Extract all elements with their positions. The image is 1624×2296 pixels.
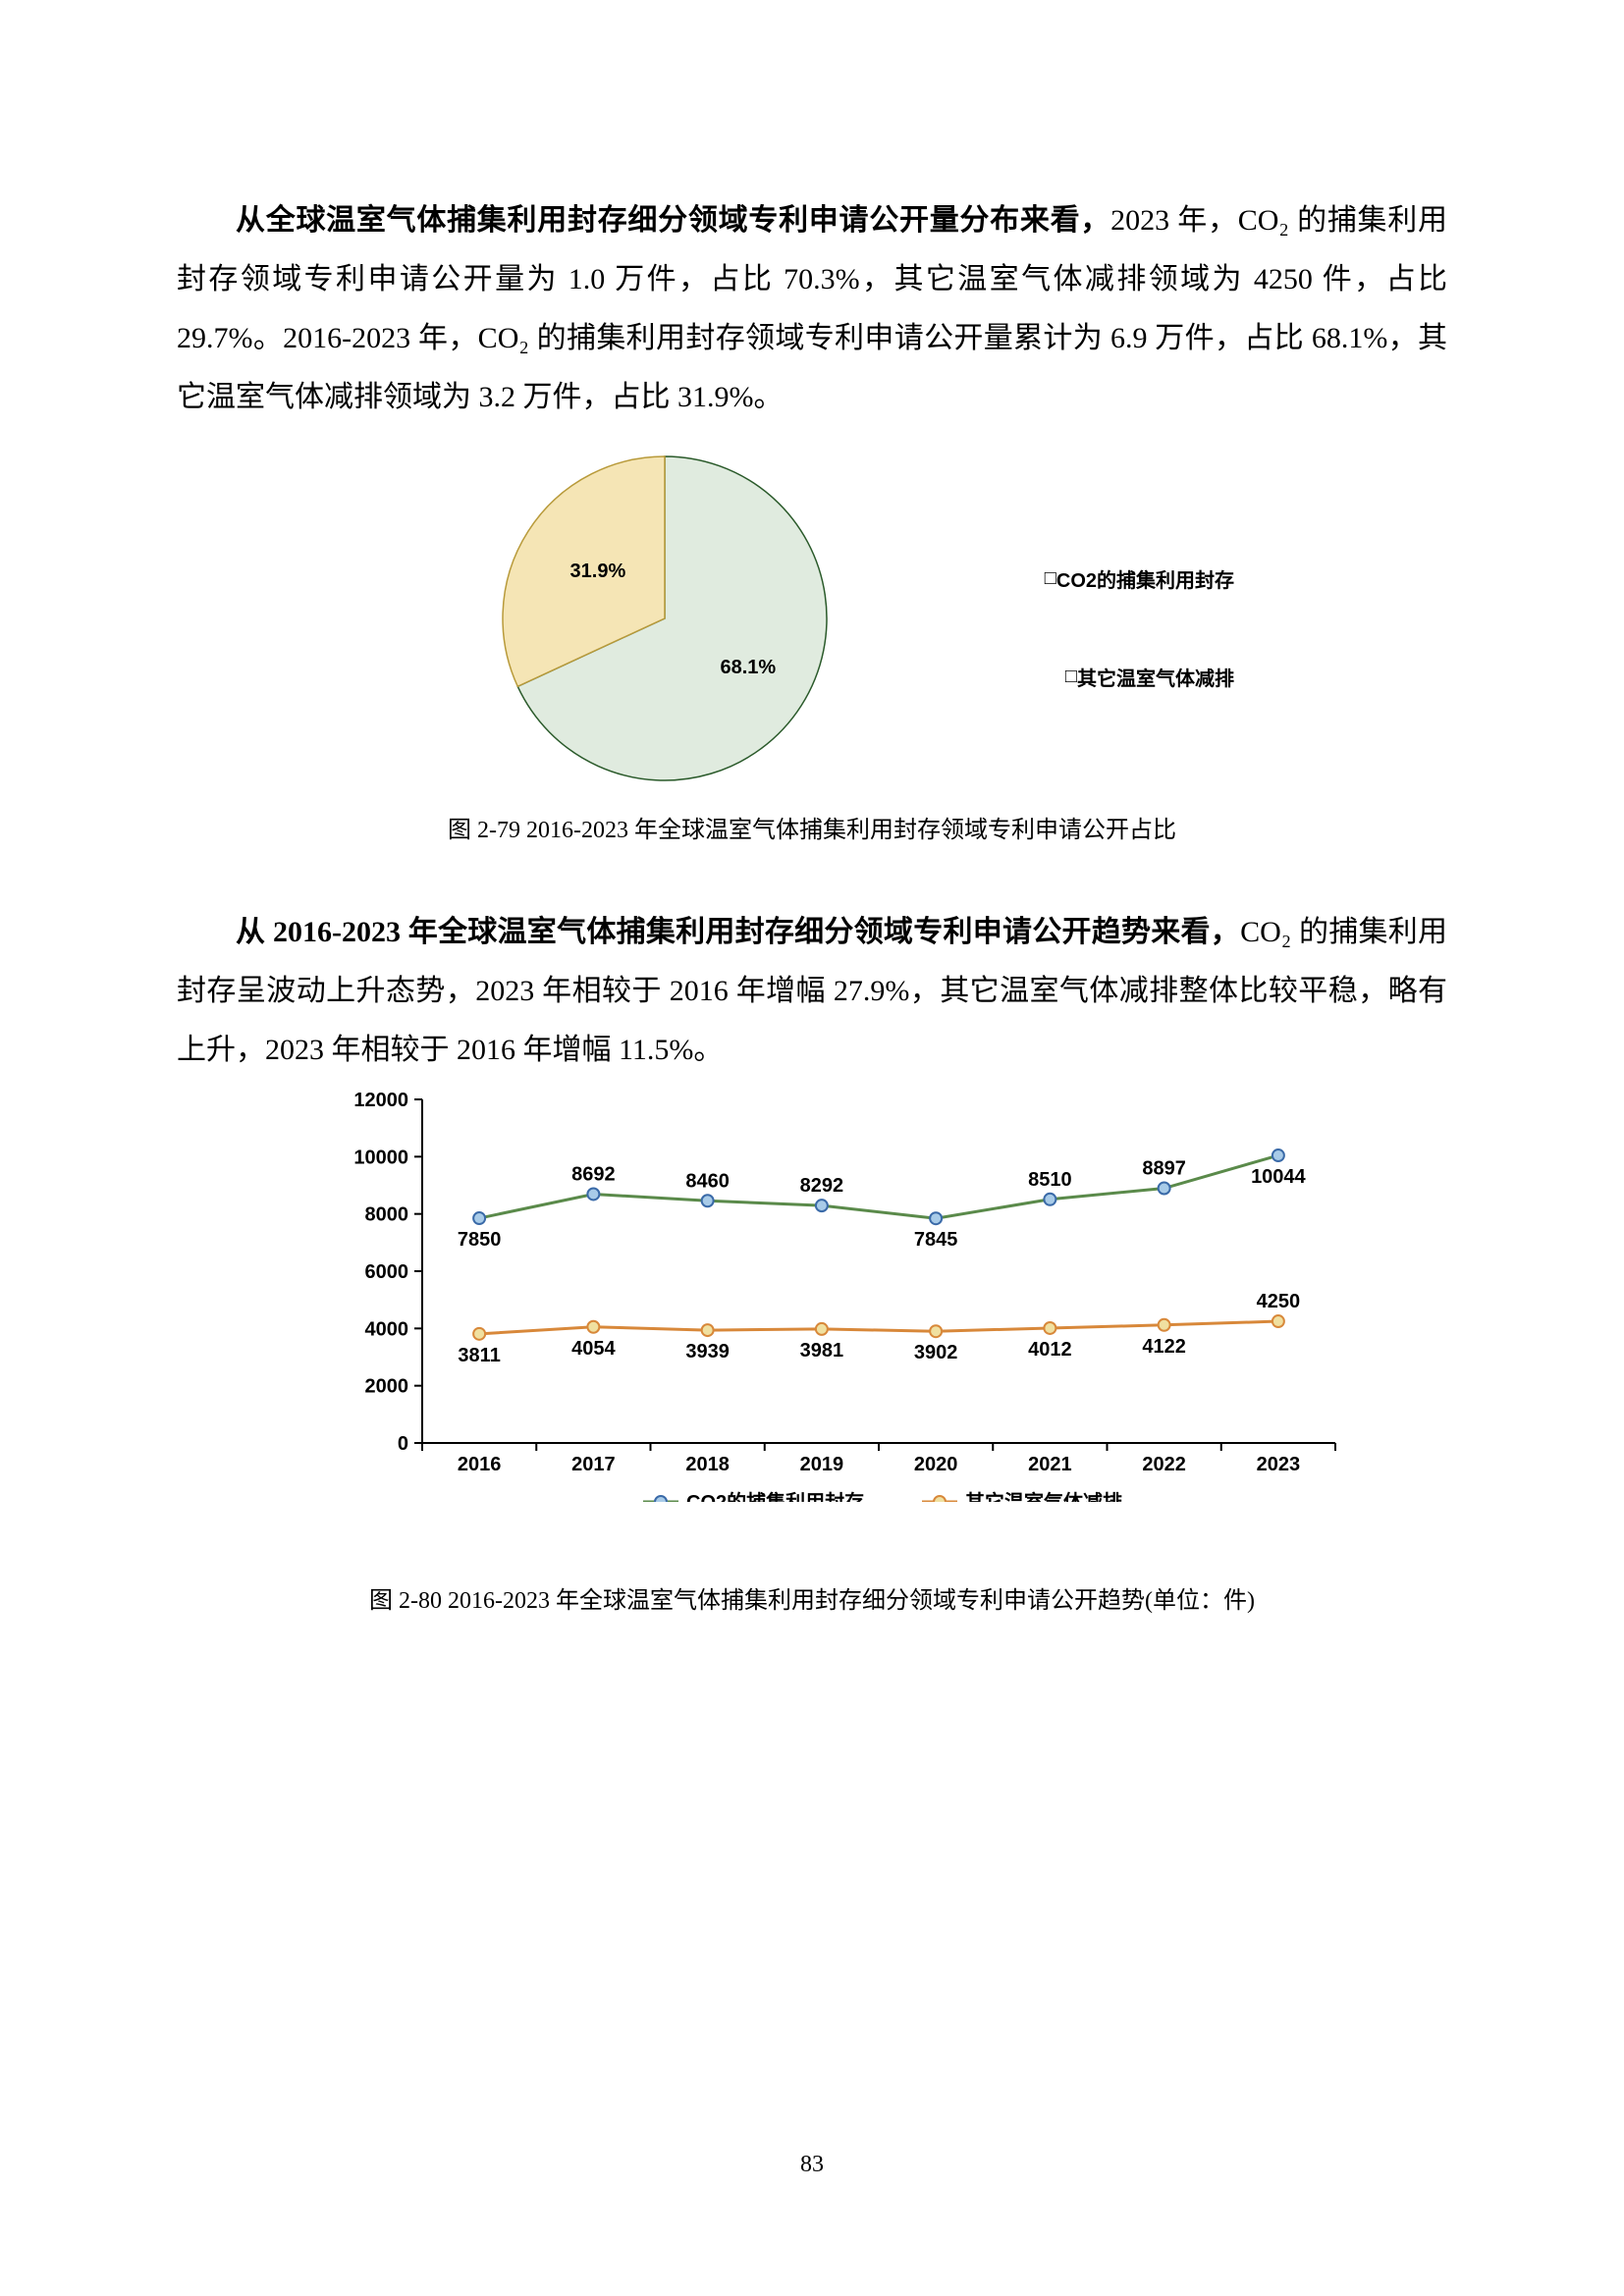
svg-text:2019: 2019 bbox=[800, 1454, 844, 1475]
line-chart: 0 2000 4000 6000 8000 10000 12000 2016 2017 2018 2… bbox=[314, 1090, 1394, 1541]
svg-text:6000: 6000 bbox=[365, 1261, 409, 1283]
svg-text:8000: 8000 bbox=[365, 1204, 409, 1226]
paragraph-2: 从 2016-2023 年全球温室气体捕集利用封存细分领域专利申请公开趋势来看，… bbox=[177, 903, 1447, 1080]
svg-text:3981: 3981 bbox=[800, 1340, 844, 1362]
page-number: 83 bbox=[0, 2152, 1624, 2178]
pie-chart-svg bbox=[370, 447, 1254, 790]
svg-text:3939: 3939 bbox=[685, 1341, 730, 1362]
svg-text:4122: 4122 bbox=[1142, 1336, 1186, 1358]
svg-text:12000: 12000 bbox=[353, 1090, 408, 1111]
svg-text:8510: 8510 bbox=[1028, 1169, 1072, 1191]
svg-text:10000: 10000 bbox=[353, 1147, 408, 1168]
pie-slice-label-2: 31.9% bbox=[570, 561, 626, 583]
svg-text:其它温室气体减排: 其它温室气体减排 bbox=[965, 1490, 1122, 1502]
pie-slice-label-1: 68.1% bbox=[720, 657, 776, 679]
svg-text:4012: 4012 bbox=[1028, 1339, 1072, 1361]
svg-text:0: 0 bbox=[398, 1433, 408, 1455]
svg-text:3811: 3811 bbox=[458, 1345, 500, 1366]
svg-text:2022: 2022 bbox=[1142, 1454, 1186, 1475]
svg-text:2000: 2000 bbox=[365, 1376, 409, 1398]
pie-legend-label-1: CO2的捕集利用封存 bbox=[1056, 570, 1234, 592]
para1-lead: 从全球温室气体捕集利用封存细分领域专利申请公开量分布来看， bbox=[236, 204, 1110, 237]
pie-legend-marker-1: □ bbox=[1045, 567, 1056, 589]
svg-text:3902: 3902 bbox=[914, 1342, 958, 1363]
pie-chart: □CO2的捕集利用封存 □其它温室气体减排 68.1% 31.9% bbox=[370, 447, 1254, 790]
paragraph-1: 从全球温室气体捕集利用封存细分领域专利申请公开量分布来看，2023 年，CO₂ … bbox=[177, 191, 1447, 427]
svg-text:10044: 10044 bbox=[1251, 1166, 1306, 1188]
svg-text:7845: 7845 bbox=[914, 1229, 958, 1251]
svg-text:2016: 2016 bbox=[458, 1454, 502, 1475]
pie-chart-caption: 图 2-79 2016-2023 年全球温室气体捕集利用封存领域专利申请公开占比 bbox=[177, 810, 1447, 844]
pie-legend-item-1: □CO2的捕集利用封存 bbox=[1045, 564, 1234, 593]
svg-text:4054: 4054 bbox=[571, 1338, 616, 1360]
svg-text:2021: 2021 bbox=[1028, 1454, 1072, 1475]
line-chart-caption: 图 2-80 2016-2023 年全球温室气体捕集利用封存细分领域专利申请公开… bbox=[177, 1580, 1447, 1615]
pie-legend-item-2: □其它温室气体减排 bbox=[1065, 663, 1234, 691]
svg-text:7850: 7850 bbox=[458, 1229, 502, 1251]
svg-text:CO2的捕集利用封存: CO2的捕集利用封存 bbox=[686, 1490, 864, 1502]
svg-text:4250: 4250 bbox=[1257, 1291, 1301, 1312]
svg-text:2017: 2017 bbox=[571, 1454, 616, 1475]
line-chart-svg: 0 2000 4000 6000 8000 10000 12000 2016 2017 2018 2… bbox=[314, 1090, 1394, 1502]
pie-legend-marker-2: □ bbox=[1065, 666, 1077, 687]
svg-text:2023: 2023 bbox=[1257, 1454, 1301, 1475]
svg-text:8692: 8692 bbox=[571, 1163, 616, 1185]
svg-text:4000: 4000 bbox=[365, 1318, 409, 1340]
para2-lead: 从 2016-2023 年全球温室气体捕集利用封存细分领域专利申请公开趋势来看， bbox=[236, 916, 1240, 948]
svg-text:2018: 2018 bbox=[685, 1454, 730, 1475]
svg-text:2020: 2020 bbox=[914, 1454, 958, 1475]
svg-text:8897: 8897 bbox=[1142, 1158, 1186, 1180]
pie-legend-label-2: 其它温室气体减排 bbox=[1077, 668, 1234, 690]
svg-text:8460: 8460 bbox=[685, 1170, 730, 1192]
svg-text:8292: 8292 bbox=[800, 1175, 844, 1197]
